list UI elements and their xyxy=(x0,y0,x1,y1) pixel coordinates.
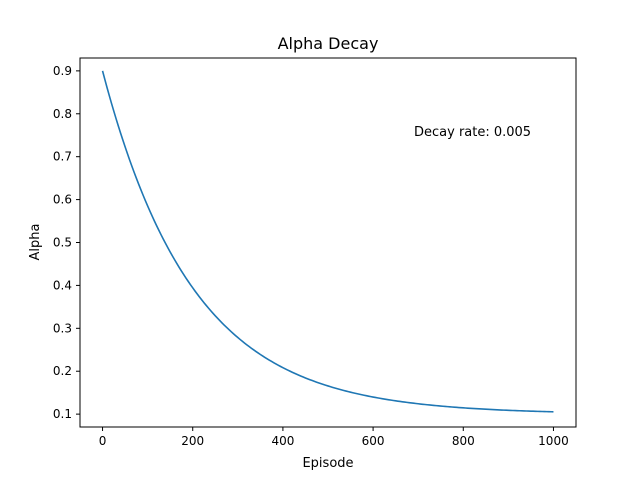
y-axis-label: Alpha xyxy=(28,224,43,261)
y-tick-label: 0.3 xyxy=(53,321,72,335)
y-tick-label: 0.7 xyxy=(53,150,72,164)
x-tick-label: 200 xyxy=(181,434,204,448)
plot-frame xyxy=(79,57,577,428)
x-tick-label: 400 xyxy=(271,434,294,448)
y-tick-label: 0.5 xyxy=(53,236,72,250)
y-tick-label: 0.1 xyxy=(53,407,72,421)
y-tick-label: 0.8 xyxy=(53,107,72,121)
x-tick-label: 600 xyxy=(362,434,385,448)
alpha-series-line xyxy=(101,70,554,413)
x-tick-label: 0 xyxy=(99,434,107,448)
decay-rate-annotation: Decay rate: 0.005 xyxy=(414,125,531,140)
y-tick-label: 0.6 xyxy=(53,193,72,207)
x-axis-label: Episode xyxy=(302,456,353,471)
y-tick-label: 0.4 xyxy=(53,278,72,292)
x-tick-label: 1000 xyxy=(538,434,569,448)
y-tick-label: 0.2 xyxy=(53,364,72,378)
plot-area: 0 200 400 600 800 1000 0.1 0.2 0.3 0.4 0.5 0.6 0.7 0.… xyxy=(53,57,577,448)
y-tick-label: 0.9 xyxy=(53,64,72,78)
chart-title: Alpha Decay xyxy=(278,34,379,53)
x-tick-label: 800 xyxy=(452,434,475,448)
